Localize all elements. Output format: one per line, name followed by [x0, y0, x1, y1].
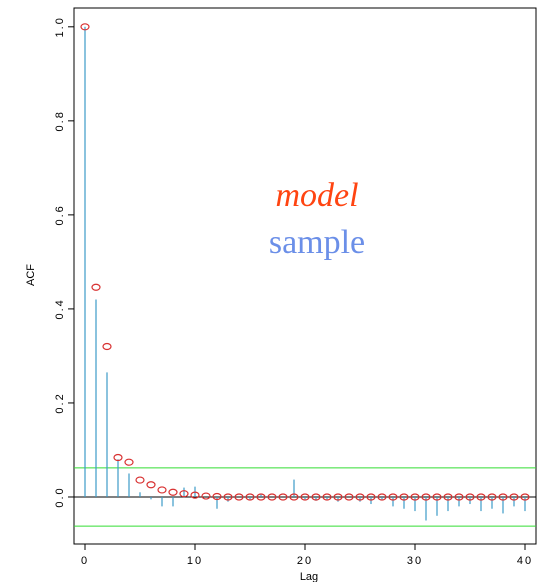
x-axis: 0 10 20 30 40: [81, 544, 533, 567]
model-acf-point: [245, 493, 255, 501]
sample-series: [84, 26, 526, 521]
model-acf-point: [333, 493, 343, 501]
model-acf-point: [80, 23, 90, 31]
y-tick-label: 1.0: [54, 16, 66, 37]
model-acf-point: [289, 493, 299, 501]
model-acf-point: [454, 493, 464, 501]
model-acf-point: [113, 453, 123, 462]
model-acf-point: [102, 342, 112, 351]
model-acf-point: [124, 458, 134, 466]
plot-frame: [73, 7, 537, 545]
y-tick-label: 0.6: [54, 204, 66, 225]
x-tick-label: 40: [517, 555, 533, 567]
model-acf-point: [487, 493, 497, 501]
x-tick-label: 10: [187, 555, 203, 567]
model-acf-point: [509, 493, 519, 501]
x-tick-label: 20: [297, 555, 313, 567]
model-acf-point: [300, 493, 310, 501]
confidence-bounds: [74, 467, 536, 527]
model-acf-point: [256, 493, 266, 501]
y-tick-label: 0.8: [54, 110, 66, 131]
model-acf-point: [377, 493, 387, 501]
sample-annotation: sample: [269, 224, 365, 261]
model-acf-point: [212, 492, 222, 501]
model-acf-point: [355, 493, 365, 501]
model-acf-point: [201, 492, 211, 500]
x-tick-label: 0: [81, 555, 89, 567]
x-axis-label: Lag: [300, 571, 318, 582]
model-acf-point: [278, 493, 288, 501]
x-tick-label: 30: [407, 555, 423, 567]
model-acf-point: [388, 493, 398, 501]
model-acf-point: [168, 488, 178, 496]
y-tick-label: 0.0: [54, 486, 66, 507]
model-acf-point: [465, 493, 475, 501]
model-acf-point: [146, 481, 156, 489]
model-acf-point: [135, 476, 145, 484]
model-series: [80, 23, 530, 501]
model-acf-point: [344, 493, 354, 501]
model-acf-point: [443, 493, 453, 501]
model-acf-point: [179, 490, 189, 498]
model-acf-point: [157, 486, 167, 494]
model-acf-point: [410, 493, 420, 501]
model-acf-point: [476, 493, 486, 501]
model-acf-point: [322, 493, 332, 501]
model-annotation: model: [275, 177, 358, 214]
y-tick-label: 0.4: [54, 298, 66, 319]
y-tick-label: 0.2: [54, 392, 66, 413]
model-acf-point: [498, 493, 508, 501]
model-acf-point: [91, 283, 101, 291]
model-acf-point: [399, 493, 409, 501]
model-acf-point: [190, 491, 200, 499]
model-acf-point: [311, 493, 321, 501]
y-axis-label: ACF: [25, 264, 37, 286]
model-acf-point: [432, 493, 442, 501]
model-acf-point: [421, 493, 431, 501]
model-acf-point: [366, 493, 376, 501]
y-axis: 0.0 0.2 0.4 0.6 0.8 1.0: [54, 16, 74, 508]
model-acf-point: [267, 493, 277, 501]
model-acf-point: [234, 493, 244, 501]
model-acf-point: [520, 493, 530, 501]
model-acf-point: [223, 493, 233, 501]
